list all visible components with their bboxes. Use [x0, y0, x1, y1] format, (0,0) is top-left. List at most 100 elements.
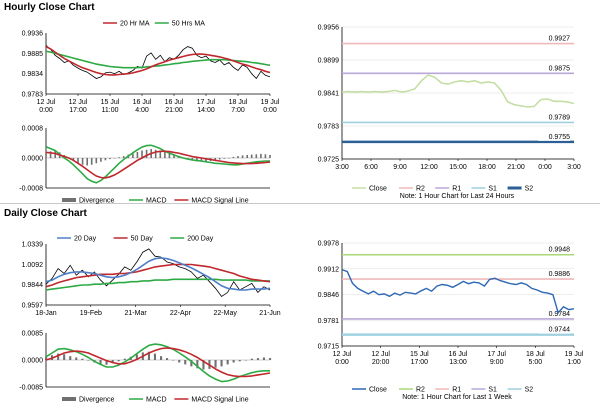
hourly-macd-divergence-bar	[77, 158, 79, 164]
daily-close-legend-label: Close	[369, 387, 387, 394]
hourly-macd-divergence-bar	[141, 150, 143, 158]
hourly-close-ytick-label: 0.9841	[318, 91, 340, 98]
hourly-close-legend-label: R2	[416, 186, 425, 193]
hourly-50hrs-ma-line	[45, 50, 271, 69]
daily-price-ytick-label: 1.0092	[22, 262, 44, 269]
hourly-close-legend-label: S2	[525, 186, 534, 193]
daily-close-level-label: 0.9744	[549, 327, 571, 334]
hourly-macd-line	[45, 144, 270, 184]
hourly-macd-divergence-bar	[159, 150, 162, 158]
hourly-macd-divergence-bar	[95, 158, 98, 164]
hourly-close-legend-label: R1	[452, 186, 461, 193]
daily-macd-divergence-bar	[226, 360, 229, 365]
hourly-macd-divergence-bar	[109, 158, 111, 160]
hourly-macd-divergence-bar	[173, 154, 175, 159]
hourly-price-ytick-label: 0.9885	[22, 51, 44, 58]
hourly-macd-divergence-bar	[255, 154, 258, 159]
hourly-macd-divergence-bar	[228, 158, 230, 159]
hourly-macd-divergence-bar	[214, 158, 216, 161]
daily-price-xtick-label: 18-Jan	[35, 310, 57, 317]
hourly-macd-divergence-bar	[196, 158, 198, 162]
hourly-macd-divergence-bar	[223, 158, 226, 159]
daily-macd-divergence-bar	[135, 354, 138, 360]
hourly-macd-legend-label: Divergence	[79, 198, 115, 205]
daily-price-legend-label: 20 Day	[74, 236, 97, 243]
hourly-close-xtick-label: 3:00	[567, 164, 581, 171]
daily-close-ytick-label: 0.9978	[318, 241, 340, 248]
hourly-price-xtick-label: 16 Jul 4:00	[133, 99, 152, 114]
daily-close-legend-label: S2	[525, 387, 534, 394]
daily-price-ytick-label: 0.9844	[22, 282, 44, 289]
daily-macd-divergence-bar	[202, 360, 205, 370]
daily-macd-divergence-bar	[250, 358, 253, 360]
hourly-close-xtick-label: 21:00	[507, 164, 525, 171]
daily-macd-divergence-bar	[238, 360, 241, 362]
hourly-close-level-label-bg	[538, 112, 570, 122]
daily-macd-divergence-bar	[166, 358, 169, 360]
hourly-macd-divergence-bar	[205, 158, 207, 162]
hourly-close-line	[341, 74, 575, 108]
hourly-close-ytick-label: 0.9783	[318, 124, 340, 131]
hourly-price-legend-label: 20 Hr MA	[120, 21, 150, 28]
daily-macd-line	[45, 343, 270, 383]
hourly-macd-divergence-bar	[113, 158, 116, 159]
daily-close-ytick-label: 0.9781	[318, 318, 340, 325]
hourly-macd-divergence-bar	[246, 155, 248, 158]
daily-close-xtick-label: 15 Jul 17:00	[410, 351, 429, 366]
hourly-macd-signal-line	[45, 150, 271, 179]
hourly-macd-legend-label: MACD	[146, 198, 167, 205]
daily-close-xtick-label: 12 Jul 0:00	[333, 351, 352, 366]
daily-price-ytick-label: 0.9597	[22, 303, 44, 310]
daily-macd-divergence-bar	[99, 360, 102, 364]
daily-macd-divergence-bar	[75, 357, 78, 360]
hourly-close-xtick-label: 12:00	[420, 164, 438, 171]
hourly-price-xtick-label: 15 Jul 11:00	[101, 99, 120, 114]
hourly-close-level-label-bg	[538, 33, 570, 43]
daily-macd-divergence-bar	[214, 360, 217, 368]
hourly-price-series-line	[45, 45, 271, 80]
hourly-macd-divergence-bar	[232, 156, 235, 158]
hourly-20hr-ma-line	[45, 45, 271, 76]
hourly-price-xtick-label: 18 Jul 7:00	[229, 99, 248, 114]
hourly-close-note: Note: 1 Hour Chart for Last 24 Hours	[400, 193, 515, 200]
daily-close-ytick-label: 0.9846	[318, 292, 340, 299]
hourly-section-title: Hourly Close Chart	[4, 2, 95, 13]
hourly-close-level-label-bg	[538, 131, 570, 141]
daily-close-legend-label: R2	[416, 387, 425, 394]
daily-macd-divergence-bar	[184, 360, 187, 365]
daily-macd-divergence-bar	[244, 360, 247, 361]
daily-macd-divergence-bar	[111, 360, 114, 364]
hourly-close-level-label: 0.9755	[549, 134, 571, 141]
hourly-macd-divergence-bar	[168, 152, 171, 159]
daily-200day-ma-line	[45, 278, 270, 291]
hourly-close-xtick-label: 9:00	[393, 164, 407, 171]
daily-macd-ytick-label: 0.0000	[22, 358, 44, 365]
daily-close-level-label: 0.9886	[549, 271, 571, 278]
daily-macd-divergence-bar	[147, 351, 150, 360]
hourly-close-legend-label: Close	[369, 186, 387, 193]
hourly-macd-divergence-bar	[250, 154, 253, 158]
hourly-macd-divergence-bar	[260, 153, 262, 158]
hourly-price-ytick-label: 0.9834	[22, 71, 44, 78]
daily-price-xtick-label: 19-Feb	[80, 310, 102, 317]
section-divider	[0, 203, 600, 204]
hourly-macd-divergence-bar	[136, 152, 139, 158]
daily-macd-divergence-bar	[117, 360, 120, 362]
daily-macd-divergence-bar	[160, 356, 163, 360]
hourly-macd-divergence-bar	[145, 149, 148, 159]
daily-price-legend-label: 50 Day	[131, 236, 154, 243]
hourly-macd-divergence-bar	[218, 158, 221, 160]
daily-price-xtick-label: 22-Apr	[170, 310, 192, 317]
daily-close-note: Note: 1 Hour Chart for Last 1 Week	[402, 394, 512, 401]
daily-macd-legend-label: MACD	[146, 397, 167, 404]
hourly-macd-divergence-bar	[49, 151, 52, 159]
daily-close-xtick-label: 17 Jul 9:00	[487, 351, 506, 366]
hourly-macd-divergence-bar	[132, 153, 134, 158]
daily-macd-divergence-bar	[87, 360, 90, 361]
hourly-close-xtick-label: 0:00	[538, 164, 552, 171]
hourly-price-legend-label: 50 Hrs MA	[172, 21, 205, 28]
daily-close-level-label-bg	[538, 324, 570, 334]
hourly-macd-divergence-bar	[81, 158, 84, 165]
hourly-macd-ytick-label: -0.0008	[19, 186, 43, 193]
